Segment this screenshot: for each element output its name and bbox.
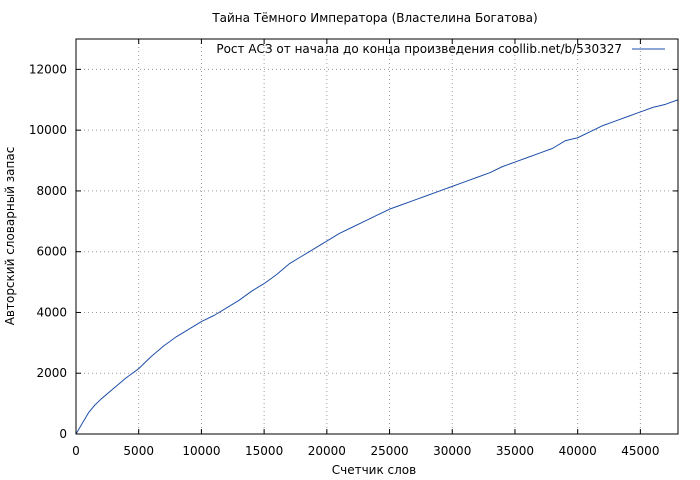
x-tick-label: 30000	[433, 444, 471, 458]
x-tick-label: 15000	[245, 444, 283, 458]
x-tick-label: 5000	[123, 444, 154, 458]
y-tick-label: 8000	[36, 184, 67, 198]
x-tick-label: 25000	[370, 444, 408, 458]
plot-area-border	[75, 38, 679, 435]
x-tick-label: 20000	[308, 444, 346, 458]
grid-lines	[76, 39, 678, 434]
legend-label: Рост АСЗ от начала до конца произведения…	[216, 42, 622, 56]
series-layer	[75, 99, 679, 435]
x-tick-label: 10000	[182, 444, 220, 458]
axis-ticks: 0 2000 4000 6000 8000 10000 12000 0 5000 10000 150…	[29, 39, 678, 458]
y-axis-label: Авторский словарный запас	[3, 147, 17, 326]
y-tick-label: 2000	[36, 366, 67, 380]
x-tick-label: 0	[72, 444, 80, 458]
x-tick-label: 35000	[496, 444, 534, 458]
y-tick-label: 10000	[29, 123, 67, 137]
x-axis-label: Счетчик слов	[332, 463, 416, 477]
x-tick-label: 40000	[559, 444, 597, 458]
chart-title: Тайна Тёмного Императора (Властелина Бог…	[211, 11, 537, 25]
x-tick-label: 45000	[621, 444, 659, 458]
y-tick-label: 12000	[29, 62, 67, 76]
y-tick-label: 4000	[36, 305, 67, 319]
y-tick-label: 6000	[36, 245, 67, 259]
series-line	[75, 99, 679, 435]
y-tick-label: 0	[59, 427, 67, 441]
